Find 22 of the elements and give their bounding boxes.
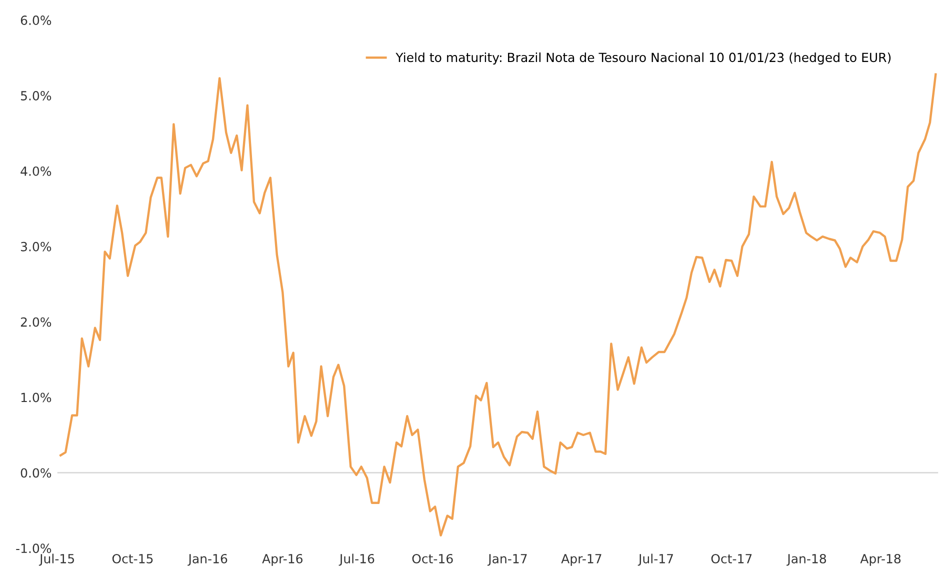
x-tick-label: Jul-17 [638, 554, 673, 566]
y-tick-label: 2.0% [20, 317, 52, 327]
x-tick-label: Jul-15 [38, 554, 74, 566]
y-tick-label: -1.0% [16, 544, 52, 554]
x-tick-label: Oct-15 [112, 554, 153, 564]
legend-label: Yield to maturity: Brazil Nota de Tesouro Nacional 10 01/01/23 (hedged to EUR) [396, 52, 891, 65]
x-tick-label: Apr-17 [561, 554, 602, 566]
y-tick-label: 6.0% [20, 16, 52, 26]
y-tick-label: 4.0% [20, 166, 52, 176]
x-tick-label: Oct-17 [711, 554, 752, 564]
line-series [60, 73, 937, 536]
x-tick-label: Apr-18 [860, 554, 901, 566]
x-tick-label: Oct-16 [412, 554, 453, 564]
y-tick-label: 0.0% [20, 468, 52, 478]
x-tick-label: Jul-16 [338, 554, 374, 566]
x-tick-label: Apr-16 [262, 554, 302, 566]
x-tick-label: Jan-18 [786, 554, 826, 566]
x-tick-label: Jan-17 [487, 554, 527, 566]
y-tick-label: 5.0% [20, 91, 52, 100]
x-tick-label: Jan-16 [188, 554, 228, 566]
y-tick-label: 3.0% [20, 242, 52, 252]
y-tick-label: 1.0% [21, 392, 52, 402]
